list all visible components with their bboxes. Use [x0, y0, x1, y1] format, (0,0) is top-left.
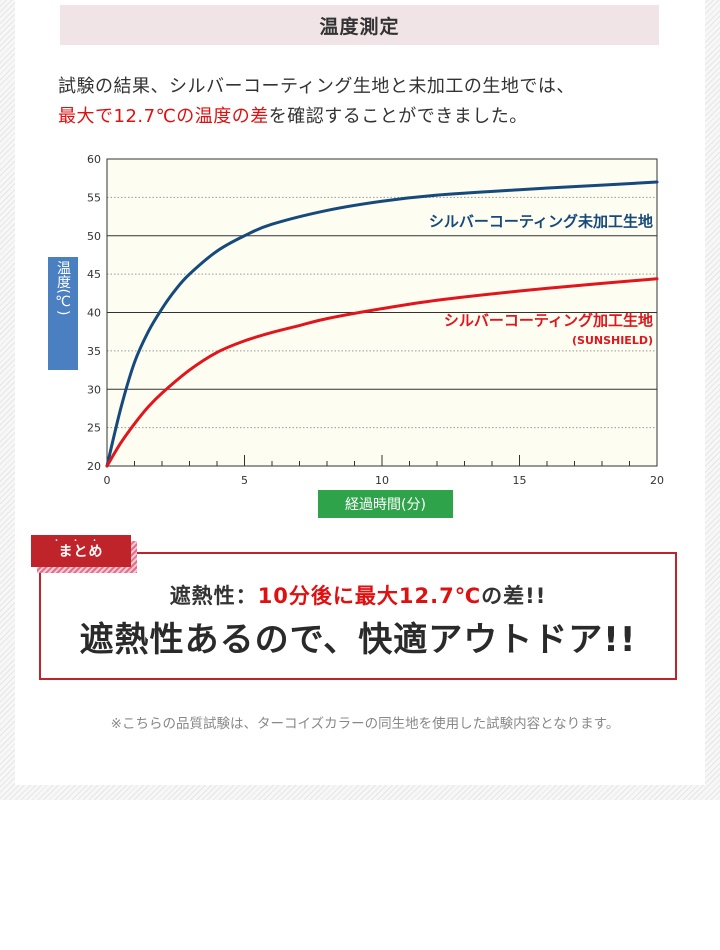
- summary-badge: ・・・ まとめ: [31, 535, 131, 567]
- y-tick-label: 50: [87, 230, 101, 243]
- summary-highlight: 10分後に最大12.7℃: [257, 584, 482, 608]
- y-axis-label: 温度(℃): [55, 261, 71, 316]
- series-sublabel-2: (SUNSHIELD): [572, 334, 653, 347]
- x-tick-label: 0: [104, 474, 111, 487]
- series-line-2: [105, 277, 659, 468]
- summary-badge-label: まとめ: [58, 544, 104, 560]
- footnote: ※こちらの品質試験は、ターコイズカラーの同生地を使用した試験内容となります。: [110, 716, 620, 732]
- intro-highlight: 最大で12.7℃の温度の差: [58, 106, 269, 127]
- summary-suffix: の差!!: [481, 584, 547, 608]
- series-line-1: [105, 180, 659, 468]
- chart-svg: 20 25 30 35 40 45 50 55 60 0 5 10 15 20 シルバーコーティング未加工生…: [48, 153, 664, 518]
- intro-text: 試験の結果、シルバーコーティング生地と未加工の生地では、 最大で12.7℃の温度…: [58, 72, 678, 132]
- intro-line-2: 最大で12.7℃の温度の差を確認することができました。: [58, 102, 678, 132]
- y-tick-label: 45: [87, 268, 101, 281]
- intro-line-1: 試験の結果、シルバーコーティング生地と未加工の生地では、: [58, 76, 575, 97]
- section-heading: 温度測定: [60, 5, 659, 45]
- x-tick-label: 5: [241, 474, 248, 487]
- summary-box: [39, 552, 677, 680]
- y-tick-label: 30: [87, 383, 101, 396]
- x-tick-label: 15: [513, 474, 527, 487]
- summary-prefix: 遮熱性：: [169, 584, 258, 608]
- y-tick-label: 55: [87, 191, 101, 204]
- temperature-chart: 20 25 30 35 40 45 50 55 60 0 5 10 15 20 シルバーコーティング未加工生…: [0, 148, 720, 528]
- section-title: 温度測定: [319, 15, 400, 38]
- summary-line-1: 遮熱性：10分後に最大12.7℃の差!!: [39, 580, 677, 610]
- x-axis-label-box: [318, 490, 453, 518]
- badge-dots: ・・・: [52, 536, 110, 545]
- x-tick-label: 10: [375, 474, 389, 487]
- plot-frame: [106, 158, 658, 467]
- intro-line-2-rest: を確認することができました。: [268, 106, 528, 127]
- y-axis-label-box: [48, 257, 78, 370]
- y-tick-label: 60: [87, 153, 101, 166]
- x-tick-label: 20: [650, 474, 664, 487]
- y-tick-label: 25: [87, 422, 101, 435]
- y-tick-label: 20: [87, 460, 101, 473]
- y-tick-label: 40: [87, 307, 101, 320]
- series-label-2: シルバーコーティング加工生地: [444, 312, 653, 330]
- summary-headline: 遮熱性あるので、快適アウトドア!!: [79, 620, 637, 660]
- x-axis-label: 経過時間(分): [345, 497, 426, 513]
- series-label-1: シルバーコーティング未加工生地: [429, 213, 653, 231]
- y-tick-label: 35: [87, 345, 101, 358]
